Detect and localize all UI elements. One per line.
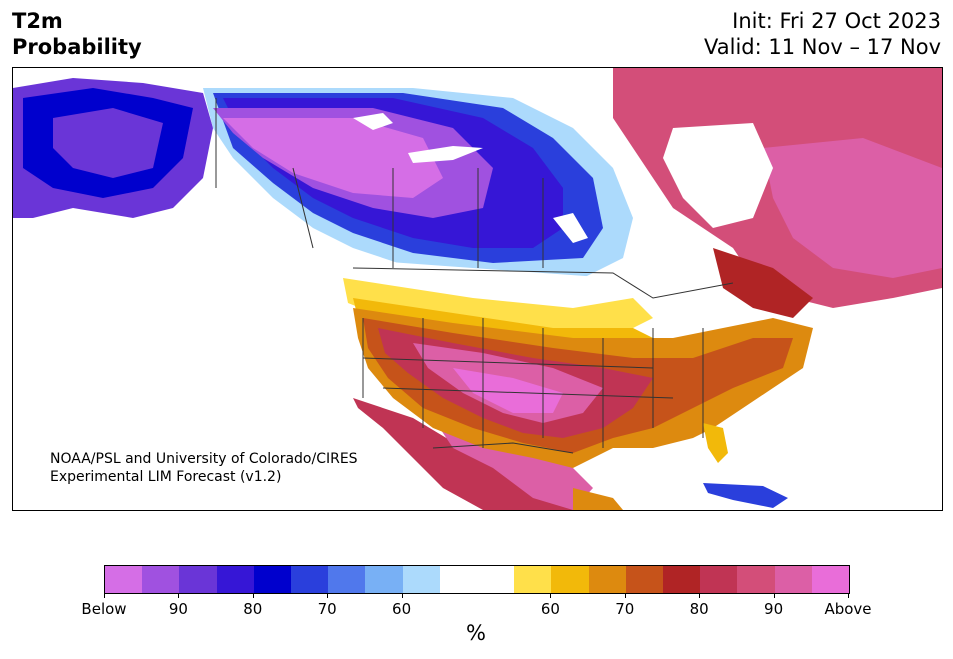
colorbar-tick-mark: [699, 593, 701, 598]
great-slave-lake: [408, 146, 483, 163]
yellow-band: [343, 278, 653, 338]
probability-map: [13, 68, 942, 510]
forecast-dates: Init: Fri 27 Oct 2023 Valid: 11 Nov – 17…: [704, 8, 941, 60]
init-date: Init: Fri 27 Oct 2023: [732, 9, 941, 33]
colorbar-segment: [774, 566, 812, 593]
colorbar-segment: [737, 566, 775, 593]
valid-date: Valid: 11 Nov – 17 Nov: [704, 35, 941, 59]
colorbar-segment: [105, 566, 143, 593]
colorbar-tick-mark: [550, 593, 552, 598]
cuba: [703, 483, 788, 508]
credit-line-1: NOAA/PSL and University of Colorado/CIRE…: [50, 451, 358, 467]
colorbar-segment: [365, 566, 403, 593]
colorbar-unit: %: [466, 621, 486, 645]
colorbar-tick-label: 70: [615, 600, 635, 618]
colorbar-segment: [439, 566, 478, 593]
chart-title: T2m Probability: [12, 8, 142, 60]
great-bear-lake: [353, 113, 393, 130]
great-lakes: [643, 283, 733, 323]
borders: [215, 98, 734, 454]
colorbar-tick-label: 60: [392, 600, 412, 618]
colorbar-tick-mark: [773, 593, 775, 598]
colorbar-segment: [216, 566, 254, 593]
title-line-1: T2m: [12, 9, 63, 33]
colorbar-tick-mark: [624, 593, 626, 598]
credit-text: NOAA/PSL and University of Colorado/CIRE…: [50, 450, 358, 486]
colorbar: [104, 565, 850, 594]
colorbar-segment: [700, 566, 738, 593]
title-line-2: Probability: [12, 35, 142, 59]
alaska-core: [53, 108, 163, 178]
colorbar-segment: [625, 566, 664, 593]
colorbar-tick-mark: [848, 593, 849, 598]
transition-white: [333, 258, 633, 318]
colorbar-tick-label: 80: [243, 600, 263, 618]
colorbar-tick-label: Below: [81, 600, 127, 618]
hudson-bay: [663, 123, 773, 228]
colorbar-tick-label: Above: [824, 600, 872, 618]
colorbar-segment: [291, 566, 329, 593]
colorbar-segment: [514, 566, 552, 593]
colorbar-segment: [588, 566, 626, 593]
map-panel: NOAA/PSL and University of Colorado/CIRE…: [12, 67, 943, 511]
colorbar-segment: [179, 566, 217, 593]
colorbar-tick-mark: [252, 593, 254, 598]
colorbar-tick-label: 80: [689, 600, 709, 618]
colorbar-segment: [142, 566, 180, 593]
colorbar-tick-label: 70: [317, 600, 337, 618]
florida: [703, 423, 728, 463]
colorbar-tick-label: 60: [540, 600, 560, 618]
lake-winnipeg: [553, 213, 588, 243]
colorbar-segment: [402, 566, 440, 593]
colorbar-segment: [811, 566, 850, 593]
colorbar-tick-label: 90: [764, 600, 784, 618]
colorbar-segment: [663, 566, 701, 593]
colorbar-segment: [253, 566, 292, 593]
colorbar-tick-mark: [104, 593, 105, 598]
colorbar-segment: [477, 566, 515, 593]
credit-line-2: Experimental LIM Forecast (v1.2): [50, 469, 282, 485]
colorbar-segment: [551, 566, 589, 593]
colorbar-tick-mark: [327, 593, 329, 598]
colorbar-tick-mark: [178, 593, 180, 598]
usa-max: [453, 368, 563, 413]
labrador: [763, 138, 942, 278]
quebec-red: [713, 248, 813, 318]
colorbar-tick-label: 90: [168, 600, 188, 618]
west-canada-max: [223, 118, 443, 198]
colorbar-tick-mark: [401, 593, 403, 598]
colorbar-segment: [328, 566, 366, 593]
yucatan: [573, 488, 623, 510]
